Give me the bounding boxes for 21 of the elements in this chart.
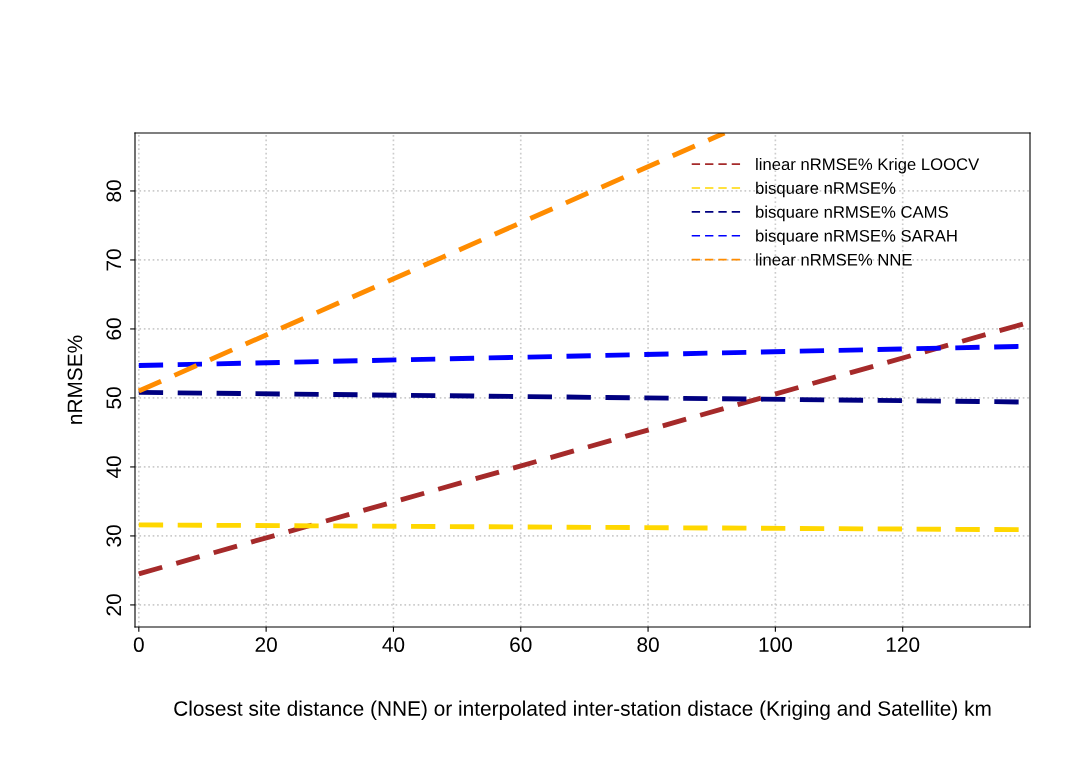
x-tick-label: 20 <box>255 637 277 653</box>
legend-label: bisquare nRMSE% <box>756 181 896 198</box>
y-tick-label: 70 <box>106 249 122 271</box>
x-tick-label: 40 <box>382 637 405 653</box>
legend-label: linear nRMSE% Krige LOOCV <box>756 157 980 174</box>
x-tick-label: 120 <box>886 637 920 653</box>
y-tick-label: 80 <box>106 180 122 202</box>
x-tick-label: 60 <box>510 637 532 653</box>
y-tick-label: 50 <box>106 387 122 409</box>
y-tick-label: 30 <box>106 525 122 547</box>
y-axis-title: nRMSE% <box>67 335 83 424</box>
y-tick-label: 20 <box>106 594 122 616</box>
x-tick-label: 100 <box>759 637 792 653</box>
legend-label: linear nRMSE% NNE <box>756 253 912 266</box>
y-tick-label: 40 <box>106 456 122 479</box>
x-axis-title: Closest site distance (NNE) or interpolated inter-station distace (Kriging and Satellite) km <box>174 700 991 721</box>
x-tick-label: 0 <box>133 637 144 653</box>
legend-label: bisquare nRMSE% SARAH <box>756 229 957 246</box>
y-tick-label: 60 <box>106 318 122 340</box>
legend-label: bisquare nRMSE% CAMS <box>756 205 948 222</box>
x-tick-label: 80 <box>637 637 659 653</box>
